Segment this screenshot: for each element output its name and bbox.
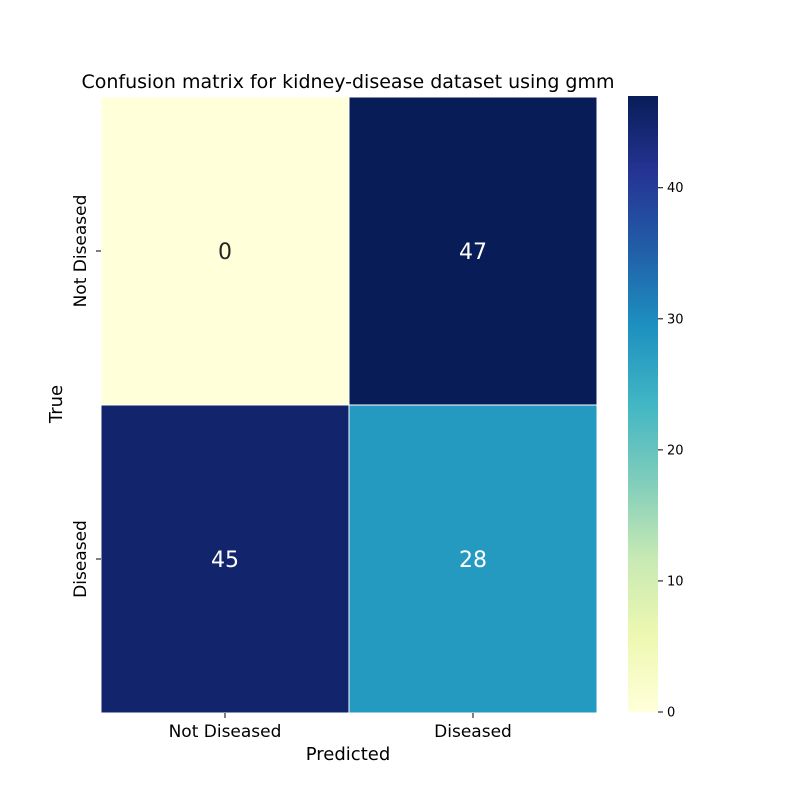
colorbar-tick-label: 0 bbox=[667, 706, 675, 721]
y-axis-ticks: Not Diseased Diseased bbox=[71, 195, 101, 598]
x-tick-label: Not Diseased bbox=[169, 722, 282, 742]
x-axis-label: Predicted bbox=[306, 744, 391, 765]
cell-value-label: 47 bbox=[459, 240, 487, 265]
cell-value-label: 28 bbox=[459, 548, 487, 573]
colorbar-tick-label: 20 bbox=[667, 443, 684, 458]
heatmap-cell bbox=[100, 404, 350, 714]
cell-value-label: 45 bbox=[211, 548, 239, 573]
colorbar-tick-label: 40 bbox=[667, 181, 684, 196]
chart-title: Confusion matrix for kidney-disease data… bbox=[81, 71, 614, 93]
cell-value-label: 0 bbox=[218, 240, 232, 265]
colorbar-ticks: 0 10 20 30 40 bbox=[658, 181, 684, 721]
x-tick-label: Diseased bbox=[434, 722, 512, 742]
y-tick-label: Diseased bbox=[71, 520, 91, 598]
heatmap-cell bbox=[348, 96, 598, 406]
colorbar-tick-label: 30 bbox=[667, 312, 684, 327]
colorbar: 0 10 20 30 40 bbox=[628, 96, 684, 721]
x-axis-ticks: Not Diseased Diseased bbox=[169, 713, 512, 742]
heatmap-cells bbox=[100, 96, 598, 714]
heatmap-cell bbox=[100, 96, 350, 406]
y-tick-label: Not Diseased bbox=[71, 195, 91, 308]
y-axis-label: True bbox=[46, 385, 67, 424]
heatmap-cell bbox=[348, 404, 598, 714]
colorbar-tick-label: 10 bbox=[667, 574, 684, 589]
colorbar-gradient bbox=[628, 96, 658, 712]
heatmap-cell-labels: 0 47 45 28 bbox=[211, 240, 487, 573]
